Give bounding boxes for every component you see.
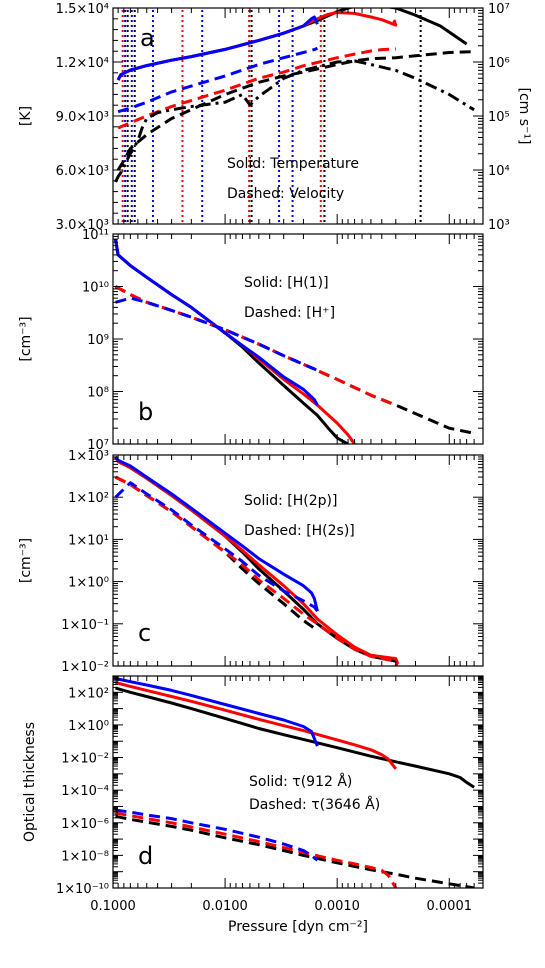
panel-a xyxy=(112,7,484,225)
annotation-dashed: Dashed: Velocity xyxy=(227,186,344,202)
y-axis-title: Optical thickness xyxy=(22,722,38,842)
series-line-d-0 xyxy=(115,686,475,789)
y-tick-label: 1×10⁻⁶ xyxy=(61,817,109,832)
y-tick-label: 1×10³ xyxy=(68,449,109,464)
panel-label: b xyxy=(138,398,153,426)
y-tick-label: 9.0×10³ xyxy=(56,110,109,125)
series-line-d-1 xyxy=(115,681,397,770)
y-tick-label: 10⁹ xyxy=(87,333,109,348)
panel-label: a xyxy=(140,24,155,52)
y-tick-label: 1×10⁻¹ xyxy=(61,618,109,633)
y2-tick-label: 10⁴ xyxy=(488,164,510,179)
series-line-c-5 xyxy=(114,481,319,613)
annotation-solid: Solid: [H(2p)] xyxy=(244,493,337,509)
y-tick-label: 1×10¹ xyxy=(68,533,109,548)
panel-c xyxy=(112,454,484,667)
y-tick-label: 1×10² xyxy=(68,686,109,701)
y-tick-label: 1×10⁻⁸ xyxy=(61,849,109,864)
series-line-a-3 xyxy=(116,50,475,171)
y-tick-label: 10⁷ xyxy=(87,438,109,453)
y-tick-label: 6.0×10³ xyxy=(56,164,109,179)
series-line-a-4 xyxy=(117,47,396,130)
annotation-solid: Solid: [H(1)] xyxy=(244,275,329,291)
y-tick-label: 10¹⁰ xyxy=(82,281,109,296)
y-tick-label: 1×10⁰ xyxy=(68,719,109,734)
annotation-solid: Solid: Temperature xyxy=(227,156,359,172)
y-axis-title: [K] xyxy=(18,106,34,126)
series-line-c-2 xyxy=(114,455,319,612)
y2-axis-title: [cm s⁻¹] xyxy=(516,87,532,144)
y-tick-label: 1×10⁻² xyxy=(61,660,109,675)
panel-b xyxy=(112,233,484,445)
y-tick-label: 1×10² xyxy=(68,491,109,506)
series-line-b-2 xyxy=(114,238,319,406)
y2-tick-label: 10⁶ xyxy=(488,56,510,71)
annotation-solid: Solid: τ(912 Å) xyxy=(249,773,352,790)
y2-tick-label: 10⁵ xyxy=(488,110,510,125)
plot-frame xyxy=(112,454,484,667)
y-tick-label: 3.0×10³ xyxy=(56,218,109,233)
series-line-d-2 xyxy=(115,677,319,747)
y-tick-label: 1×10⁰ xyxy=(68,576,109,591)
y2-tick-label: 10³ xyxy=(488,218,510,233)
y-axis-title: [cm⁻³] xyxy=(18,538,34,583)
y-tick-label: 10⁸ xyxy=(87,386,109,401)
series-line-c-4 xyxy=(114,475,397,663)
series-line-a-2 xyxy=(116,15,319,81)
series-line-a-6 xyxy=(114,59,475,183)
y-axis-title: [cm⁻³] xyxy=(18,316,34,361)
panel-label: d xyxy=(138,842,153,870)
series-line-a-1 xyxy=(116,11,398,81)
series-line-d-5 xyxy=(115,808,319,862)
series-line-b-5 xyxy=(115,296,319,372)
y2-tick-label: 10⁷ xyxy=(488,2,510,17)
y-tick-label: 1×10⁻⁴ xyxy=(61,784,109,799)
series-line-a-5 xyxy=(117,46,319,114)
y-tick-label: 1×10⁻¹⁰ xyxy=(56,882,109,897)
plot-frame xyxy=(112,233,484,445)
annotation-dashed: Dashed: [H(2s)] xyxy=(244,523,355,539)
y-tick-label: 1.5×10⁴ xyxy=(56,2,109,17)
series-line-d-3 xyxy=(115,814,475,888)
panel-label: c xyxy=(138,619,151,647)
x-tick-label: 0.1000 xyxy=(90,899,136,914)
series-line-b-4 xyxy=(114,285,397,407)
y-tick-label: 1×10⁻² xyxy=(61,752,109,767)
x-tick-label: 0.0001 xyxy=(427,899,473,914)
annotation-dashed: Dashed: τ(3646 Å) xyxy=(249,796,380,813)
x-axis-title: Pressure [dyn cm⁻²] xyxy=(228,919,368,935)
series-line-d-4 xyxy=(115,811,398,888)
panel-d xyxy=(112,675,484,889)
y-tick-label: 1.2×10⁴ xyxy=(56,56,109,71)
annotation-dashed: Dashed: [H⁺] xyxy=(244,305,335,321)
x-tick-label: 0.0100 xyxy=(202,899,248,914)
x-tick-label: 0.0010 xyxy=(314,899,360,914)
y-tick-label: 10¹¹ xyxy=(82,228,109,243)
series-line-c-1 xyxy=(114,456,399,666)
